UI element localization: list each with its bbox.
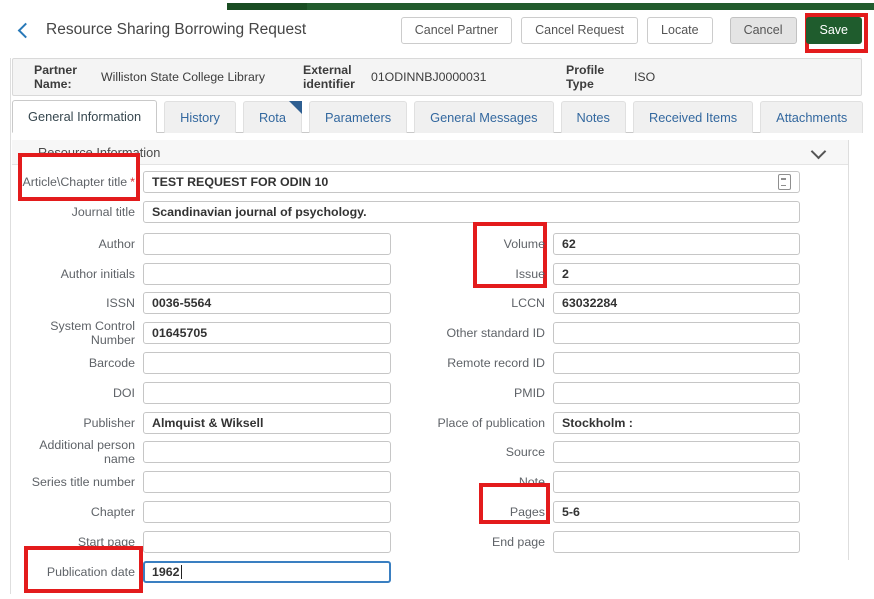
field-label-journal-title: Journal title bbox=[71, 205, 135, 219]
input-assistant-icon[interactable] bbox=[778, 174, 791, 190]
right-form-column: Volume 62 Issue 2 LCCN 63032284 Other st… bbox=[420, 229, 800, 557]
field-label-remote-record-id: Remote record ID bbox=[447, 356, 545, 371]
field-label-pmid: PMID bbox=[514, 385, 545, 400]
article-chapter-title-row: Article\Chapter title * TEST REQUEST FOR … bbox=[18, 171, 800, 193]
tab-attachments[interactable]: Attachments bbox=[760, 101, 864, 133]
locate-button[interactable]: Locate bbox=[647, 16, 713, 44]
journal-title-input[interactable]: Scandinavian journal of psychology. bbox=[143, 201, 800, 223]
place-of-publication-input[interactable]: Stockholm : bbox=[553, 411, 800, 434]
tab-general-information[interactable]: General Information bbox=[12, 100, 158, 133]
profile-type-label: Profile Type bbox=[566, 63, 605, 91]
top-accent-bar-dark-segment bbox=[227, 3, 307, 10]
cancel-partner-button[interactable]: Cancel Partner bbox=[400, 16, 513, 44]
tab-rota-label: Rota bbox=[258, 110, 286, 125]
pmid-input[interactable] bbox=[553, 381, 800, 404]
doi-input[interactable] bbox=[143, 381, 391, 404]
tab-history[interactable]: History bbox=[164, 101, 236, 133]
article-chapter-title-value: TEST REQUEST FOR ODIN 10 bbox=[152, 175, 329, 189]
field-label-issue: Issue bbox=[515, 266, 545, 281]
system-control-number-input[interactable]: 01645705 bbox=[143, 322, 391, 345]
note-input[interactable] bbox=[553, 471, 800, 494]
lccn-input[interactable]: 63032284 bbox=[553, 292, 800, 315]
start-page-input[interactable] bbox=[143, 530, 391, 553]
text-caret bbox=[180, 564, 183, 579]
issn-input[interactable]: 0036-5564 bbox=[143, 292, 391, 315]
field-label-series-title-number: Series title number bbox=[31, 475, 135, 490]
author-initials-input[interactable] bbox=[143, 262, 391, 285]
chevron-left-icon bbox=[17, 22, 33, 38]
tab-received-items[interactable]: Received Items bbox=[632, 101, 754, 133]
pages-input[interactable]: 5-6 bbox=[553, 501, 800, 524]
content-left-border bbox=[10, 58, 11, 594]
field-label-volume: Volume bbox=[503, 236, 545, 251]
resource-information-section-header[interactable]: Resource Information bbox=[12, 140, 848, 165]
barcode-input[interactable] bbox=[143, 352, 391, 375]
back-button[interactable] bbox=[14, 19, 36, 41]
other-standard-id-input[interactable] bbox=[553, 322, 800, 345]
field-label-publisher: Publisher bbox=[83, 415, 135, 430]
profile-type-value: ISO bbox=[634, 70, 656, 84]
article-chapter-title-input[interactable]: TEST REQUEST FOR ODIN 10 bbox=[143, 171, 800, 193]
field-label-author: Author bbox=[98, 236, 135, 251]
additional-person-name-input[interactable] bbox=[143, 441, 391, 464]
issue-input[interactable]: 2 bbox=[553, 262, 800, 285]
chapter-input[interactable] bbox=[143, 501, 391, 524]
partner-name-value: Williston State College Library bbox=[101, 70, 266, 84]
end-page-input[interactable] bbox=[553, 530, 800, 553]
field-label-barcode: Barcode bbox=[88, 356, 135, 371]
save-button[interactable]: Save bbox=[805, 16, 862, 44]
journal-title-value: Scandinavian journal of psychology. bbox=[152, 205, 367, 219]
external-identifier-value: 01ODINNBJ0000031 bbox=[371, 70, 487, 84]
field-label-additional-person-name: Additional person name bbox=[39, 438, 135, 467]
partner-name-label: Partner Name: bbox=[34, 63, 78, 91]
source-input[interactable] bbox=[553, 441, 800, 464]
tab-parameters[interactable]: Parameters bbox=[308, 101, 408, 133]
field-label-start-page: Start page bbox=[77, 534, 135, 549]
series-title-number-input[interactable] bbox=[143, 471, 391, 494]
tab-general-messages[interactable]: General Messages bbox=[414, 101, 554, 133]
external-identifier-label: External identifier bbox=[303, 63, 355, 91]
field-label-issn: ISSN bbox=[106, 296, 135, 311]
publisher-input[interactable]: Almquist & Wiksell bbox=[143, 411, 391, 434]
content-right-border bbox=[848, 140, 849, 560]
field-label-system-control-number: System Control Number bbox=[50, 319, 135, 348]
field-label-place-of-publication: Place of publication bbox=[437, 415, 545, 430]
field-label-pages: Pages bbox=[509, 505, 545, 520]
rota-corner-badge-icon bbox=[288, 101, 302, 114]
top-accent-bar bbox=[227, 3, 874, 10]
field-label-lccn: LCCN bbox=[511, 296, 545, 311]
field-label-article-chapter-title: Article\Chapter title * bbox=[22, 175, 135, 189]
field-label-chapter: Chapter bbox=[90, 505, 135, 520]
tab-bar: General Information History Rota Paramet… bbox=[12, 100, 864, 133]
field-label-other-standard-id: Other standard ID bbox=[446, 326, 545, 341]
journal-title-row: Journal title Scandinavian journal of ps… bbox=[18, 201, 800, 223]
cancel-request-button[interactable]: Cancel Request bbox=[521, 16, 639, 44]
author-input[interactable] bbox=[143, 232, 391, 255]
section-title: Resource Information bbox=[38, 144, 161, 160]
partner-summary-bar: Partner Name: Williston State College Li… bbox=[12, 58, 862, 96]
title-bar: Resource Sharing Borrowing Request Cance… bbox=[0, 12, 874, 48]
field-label-publication-date: Publication date bbox=[46, 564, 135, 579]
tab-notes[interactable]: Notes bbox=[560, 101, 626, 133]
volume-input[interactable]: 62 bbox=[553, 232, 800, 255]
field-label-doi: DOI bbox=[112, 385, 135, 400]
remote-record-id-input[interactable] bbox=[553, 352, 800, 375]
chevron-down-icon[interactable] bbox=[810, 143, 827, 160]
tab-rota[interactable]: Rota bbox=[242, 101, 302, 133]
action-buttons: Cancel Partner Cancel Request Locate Can… bbox=[400, 16, 874, 44]
field-label-note: Note bbox=[518, 475, 545, 490]
page-title: Resource Sharing Borrowing Request bbox=[46, 21, 307, 38]
field-label-source: Source bbox=[505, 445, 545, 460]
publication-date-input[interactable]: 1962 bbox=[143, 560, 391, 583]
field-label-author-initials: Author initials bbox=[60, 266, 135, 281]
field-label-end-page: End page bbox=[491, 534, 545, 549]
left-form-column: Author Author initials ISSN 0036-5564 Sy… bbox=[18, 229, 391, 587]
cancel-button[interactable]: Cancel bbox=[729, 16, 797, 44]
